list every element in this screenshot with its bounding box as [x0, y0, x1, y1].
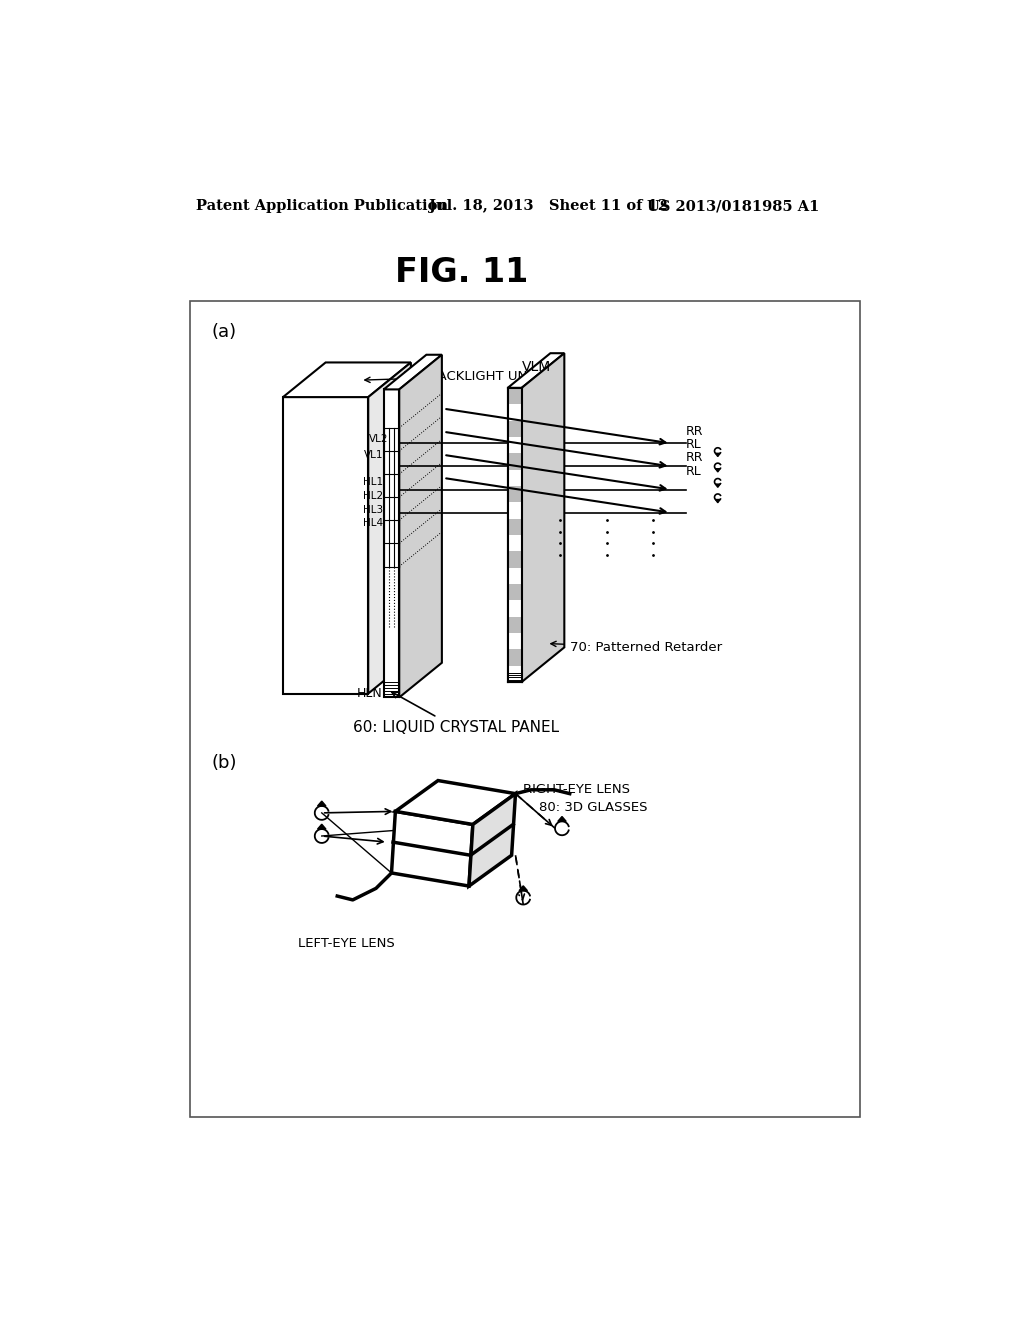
Bar: [508, 470, 521, 486]
Text: FIG. 11: FIG. 11: [394, 256, 528, 289]
Polygon shape: [384, 355, 442, 389]
Text: 60: LIQUID CRYSTAL PANEL: 60: LIQUID CRYSTAL PANEL: [352, 692, 559, 735]
Text: HLN: HLN: [357, 686, 383, 700]
Polygon shape: [521, 354, 564, 682]
Text: RIGHT-EYE LENS: RIGHT-EYE LENS: [523, 783, 630, 796]
Polygon shape: [716, 453, 720, 457]
Polygon shape: [369, 363, 411, 693]
Text: HL3: HL3: [362, 504, 383, 515]
Text: HL1: HL1: [362, 477, 383, 487]
Polygon shape: [391, 812, 473, 886]
Bar: [508, 388, 521, 404]
Bar: [508, 437, 521, 453]
Bar: [508, 601, 521, 616]
Text: HL2: HL2: [362, 491, 383, 500]
Bar: [508, 404, 521, 421]
Bar: [508, 583, 521, 601]
Text: (b): (b): [212, 754, 238, 772]
Text: RR: RR: [686, 425, 703, 438]
Bar: [508, 519, 521, 535]
Text: HL4: HL4: [362, 519, 383, 528]
Bar: [508, 616, 521, 634]
Text: Patent Application Publication: Patent Application Publication: [197, 199, 449, 213]
Polygon shape: [716, 499, 720, 503]
Text: RR: RR: [686, 451, 703, 465]
Polygon shape: [508, 354, 564, 388]
Text: RL: RL: [686, 465, 701, 478]
Text: LEFT-EYE LENS: LEFT-EYE LENS: [299, 937, 395, 950]
Bar: [508, 665, 521, 682]
Bar: [508, 634, 521, 649]
Bar: [508, 388, 521, 682]
Bar: [283, 397, 369, 693]
Bar: [508, 649, 521, 665]
Polygon shape: [317, 801, 326, 807]
Text: (a): (a): [212, 322, 237, 341]
Polygon shape: [317, 824, 326, 829]
Polygon shape: [519, 886, 527, 891]
Text: VL1: VL1: [364, 450, 383, 459]
Text: 50: BACKLIGHT UNIT: 50: BACKLIGHT UNIT: [365, 370, 540, 383]
Bar: [190, 301, 860, 1117]
Polygon shape: [716, 484, 720, 487]
Polygon shape: [283, 363, 411, 397]
Text: 70: Patterned Retarder: 70: Patterned Retarder: [551, 642, 722, 655]
Polygon shape: [469, 793, 515, 886]
Text: US 2013/0181985 A1: US 2013/0181985 A1: [647, 199, 819, 213]
Bar: [508, 552, 521, 568]
Polygon shape: [716, 469, 720, 473]
Polygon shape: [399, 355, 442, 697]
Text: 80: 3D GLASSES: 80: 3D GLASSES: [539, 801, 647, 814]
Text: VLM: VLM: [521, 360, 551, 374]
Bar: [508, 535, 521, 552]
Bar: [508, 568, 521, 583]
Text: RL: RL: [686, 438, 701, 451]
Bar: [508, 486, 521, 502]
Bar: [508, 421, 521, 437]
Text: VL2: VL2: [369, 434, 388, 445]
Polygon shape: [395, 780, 515, 825]
Text: Jul. 18, 2013   Sheet 11 of 12: Jul. 18, 2013 Sheet 11 of 12: [429, 199, 668, 213]
Polygon shape: [558, 817, 566, 821]
Bar: [384, 389, 399, 697]
Bar: [508, 502, 521, 519]
Bar: [508, 453, 521, 470]
